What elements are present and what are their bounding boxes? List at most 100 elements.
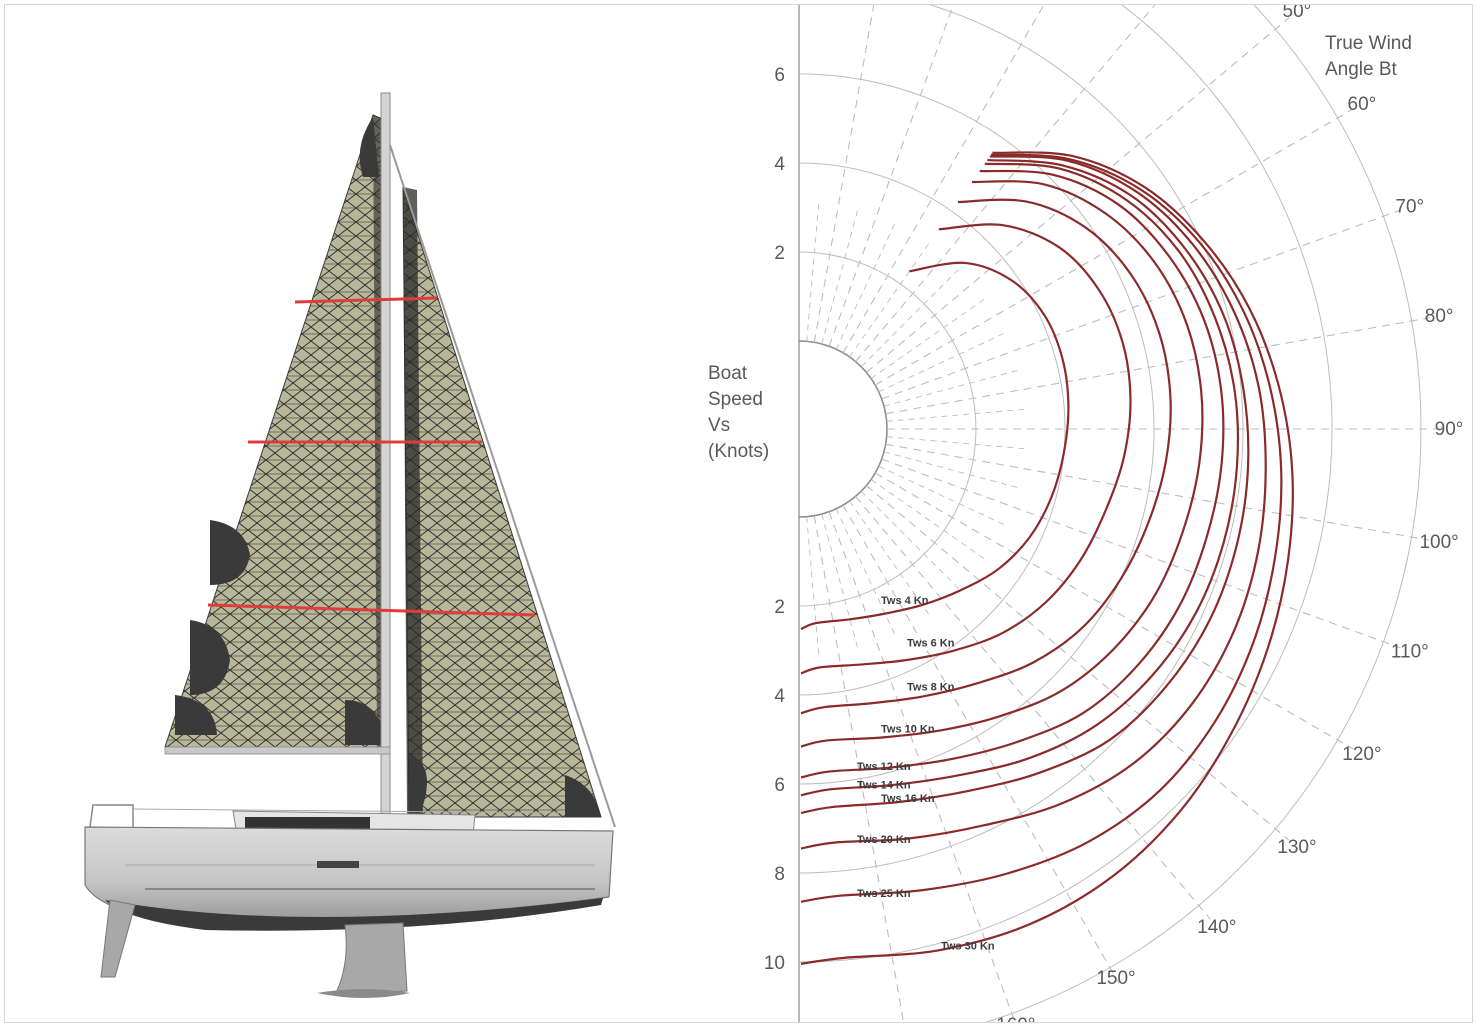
y-axis-title-line-4: (Knots) — [708, 441, 769, 462]
keel — [334, 922, 408, 996]
grid-fine-spoke-165 — [821, 513, 860, 652]
angle-tick-label: 130° — [1277, 837, 1316, 858]
grid-spoke-100 — [885, 443, 1430, 541]
upper-r-tick-label: 2 — [774, 243, 785, 264]
upper-r-tick-label: 4 — [774, 154, 785, 175]
lower-r-tick-label: 2 — [774, 597, 785, 618]
grid-spoke-130 — [866, 485, 1290, 841]
series-label: Tws 16 Kn — [881, 793, 935, 805]
angle-tick-label: 60° — [1348, 94, 1377, 115]
grid-arc-6 — [984, 5, 1422, 1022]
grid-spoke-40 — [855, 5, 1156, 362]
series-label: Tws 6 Kn — [907, 637, 955, 649]
angle-tick-label: 150° — [1096, 968, 1135, 989]
series-label: Tws 30 Kn — [941, 940, 995, 952]
angle-tick-label: 120° — [1342, 744, 1381, 765]
grid-fine-spoke-25 — [835, 219, 897, 350]
grid-spoke-30 — [842, 5, 1045, 354]
polar-curve-series-9 — [800, 151, 1294, 965]
grid-fine-spoke-75 — [883, 368, 1022, 407]
grid-fine-spoke-125 — [870, 479, 988, 562]
y-axis-title-line-3: Vs — [708, 415, 730, 436]
polar-curve-series-5 — [800, 162, 1240, 797]
polar-curve-series-7 — [800, 155, 1267, 850]
grid-fine-spoke-155 — [835, 508, 897, 639]
angle-tick-label: 110° — [1391, 641, 1429, 662]
angle-tick-label: 70° — [1395, 197, 1424, 218]
mast — [380, 92, 391, 818]
grid-fine-spoke-135 — [860, 490, 963, 593]
grid-fine-spoke-145 — [849, 500, 932, 618]
grid-fine-spoke-85 — [886, 408, 1029, 422]
batten-line-1 — [294, 296, 438, 304]
angle-tick-label: 80° — [1425, 306, 1454, 327]
polar-curve-series-8 — [800, 153, 1283, 903]
angle-tick-label: 50° — [1283, 5, 1312, 22]
lower-r-tick-label: 8 — [774, 864, 785, 885]
grid-fine-spoke-5 — [806, 199, 820, 342]
lower-r-tick-label: 4 — [774, 686, 785, 707]
polar-curve-series-2 — [800, 198, 1172, 715]
hull-bottom — [105, 898, 603, 931]
cabin-window — [245, 817, 370, 829]
series-label: Tws 12 Kn — [857, 761, 911, 773]
y-axis-title-line-2: Speed — [708, 389, 763, 410]
mainsail-patch-4 — [345, 700, 387, 745]
angle-tick-label: 140° — [1197, 917, 1236, 938]
grid-fine-spoke-35 — [849, 240, 932, 358]
polar-curve-series-0 — [800, 261, 1070, 631]
hull-port-window — [317, 861, 359, 868]
grid-spoke-70 — [881, 209, 1401, 400]
series-label: Tws 25 Kn — [857, 888, 911, 900]
grid-arc-5 — [798, 5, 1333, 963]
grid-spoke-120 — [874, 472, 1354, 750]
angle-tick-label: 100° — [1419, 532, 1458, 553]
figure-canvas: 24681012246810°20°30°40°50°60°70°80°90°1… — [84, 5, 1464, 1022]
series-label: Tws 20 Kn — [857, 834, 911, 846]
angle-axis-title-line-1: True Wind — [1325, 33, 1412, 54]
jib-luff-shadow — [403, 187, 423, 817]
angle-tick-label: 160° — [996, 1015, 1035, 1022]
grid-spoke-110 — [881, 458, 1401, 649]
grid-spoke-140 — [855, 496, 1211, 920]
polar-grid — [798, 5, 1439, 1022]
polar-curve-series-3 — [800, 180, 1204, 748]
grid-arc-4 — [798, 5, 1244, 874]
grid-arc-0 — [798, 340, 888, 518]
y-axis-title-line-1: Boat — [708, 363, 748, 384]
polar-curve-series-4 — [800, 169, 1225, 779]
polar-labels: 24681012246810°20°30°40°50°60°70°80°90°1… — [764, 5, 1464, 1022]
series-label: Tws 14 Kn — [857, 779, 911, 791]
grid-spoke-80 — [885, 317, 1430, 415]
jib-sail — [402, 186, 602, 818]
grid-fine-spoke-65 — [878, 331, 1009, 393]
jib-clew-patch — [565, 775, 601, 817]
polar-curves — [800, 151, 1294, 965]
grid-spoke-170 — [813, 515, 905, 1022]
series-label: Tws 8 Kn — [907, 682, 955, 694]
boom — [164, 746, 391, 755]
grid-fine-spoke-45 — [860, 265, 963, 368]
angle-tick-label: 90° — [1435, 419, 1464, 440]
grid-spoke-50 — [866, 17, 1290, 373]
mainsail-patch-3 — [175, 695, 217, 735]
rudder — [100, 899, 136, 978]
series-label: Tws 10 Kn — [881, 723, 935, 735]
upper-r-tick-label: 6 — [774, 65, 785, 86]
grid-fine-spoke-105 — [883, 451, 1022, 490]
grid-fine-spoke-55 — [870, 296, 988, 379]
stern-pulpit — [89, 804, 134, 828]
angle-axis-title-line-2: Angle Bt — [1325, 59, 1398, 80]
lower-r-tick-label: 10 — [764, 953, 785, 974]
sailboat-illustration — [84, 92, 616, 998]
jib-tack-patch — [409, 755, 427, 817]
lifeline — [132, 808, 566, 814]
mainsail-patch-1 — [210, 520, 250, 585]
polar-curve-series-1 — [800, 223, 1132, 675]
grid-spoke-10 — [813, 5, 875, 343]
grid-fine-spoke-115 — [878, 465, 1009, 527]
lower-r-tick-label: 6 — [774, 775, 785, 796]
figure-frame: 24681012246810°20°30°40°50°60°70°80°90°1… — [4, 4, 1473, 1023]
grid-fine-spoke-175 — [806, 516, 820, 659]
grid-spoke-150 — [842, 504, 1120, 984]
